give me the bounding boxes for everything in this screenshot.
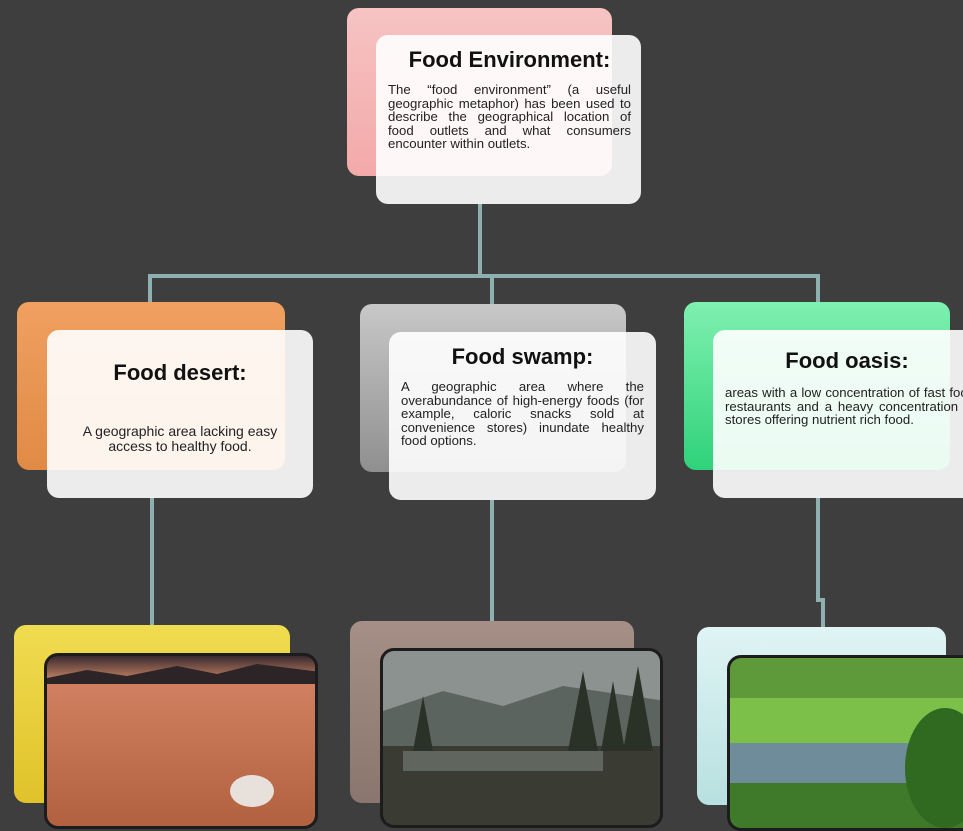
desert-title: Food desert: — [61, 360, 299, 386]
oasis-text: areas with a low concentration of fast f… — [725, 386, 963, 427]
root-title: Food Environment: — [388, 47, 631, 73]
desert-text: A geographic area lacking easy access to… — [61, 424, 299, 454]
oasis-image — [730, 658, 963, 831]
desert-card: Food desert: A geographic area lacking e… — [47, 330, 313, 498]
swamp-title: Food swamp: — [401, 344, 644, 370]
swamp-card: Food swamp: A geographic area where the … — [389, 332, 656, 500]
page: {"root": {"title": "Food Environment:", … — [0, 0, 963, 831]
connector — [150, 276, 818, 302]
root-text: The “food environment” (a useful geograp… — [388, 83, 631, 151]
root-card: Food Environment: The “food environment”… — [376, 35, 641, 204]
oasis-photo — [727, 655, 963, 831]
desert-photo — [44, 653, 318, 829]
swamp-photo — [380, 648, 663, 828]
desert-image — [47, 656, 318, 829]
oasis-card: Food oasis: areas with a low concentrati… — [713, 330, 963, 498]
oasis-title: Food oasis: — [725, 348, 963, 374]
swamp-image — [383, 651, 663, 828]
swamp-text: A geographic area where the overabundanc… — [401, 380, 644, 448]
connector — [818, 498, 823, 627]
